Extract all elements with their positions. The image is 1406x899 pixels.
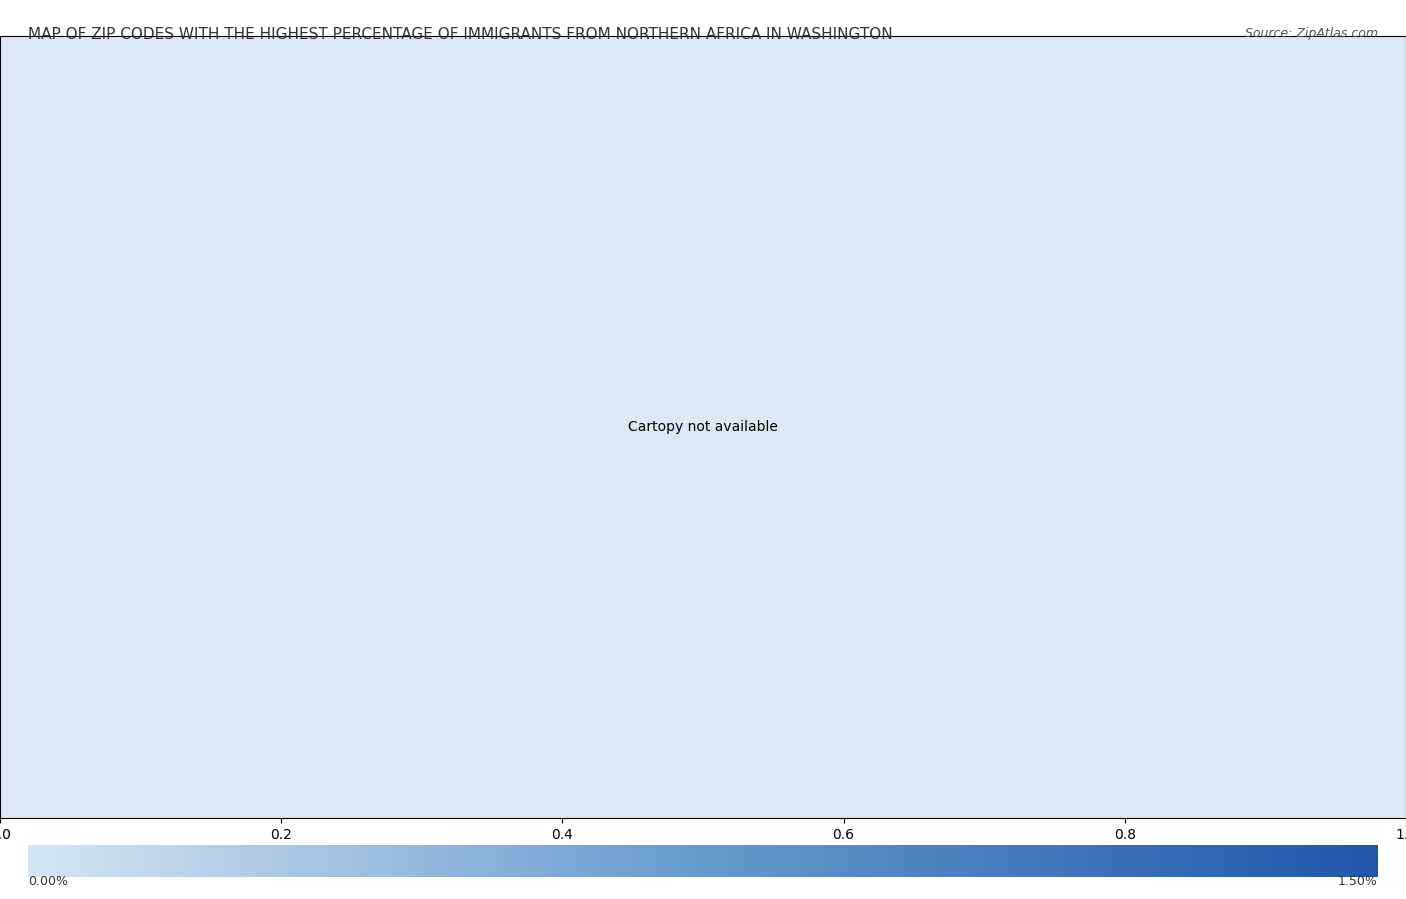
Text: 1.50%: 1.50% bbox=[1339, 876, 1378, 888]
Text: MAP OF ZIP CODES WITH THE HIGHEST PERCENTAGE OF IMMIGRANTS FROM NORTHERN AFRICA : MAP OF ZIP CODES WITH THE HIGHEST PERCEN… bbox=[28, 27, 893, 42]
Text: Cartopy not available: Cartopy not available bbox=[628, 420, 778, 434]
Text: Source: ZipAtlas.com: Source: ZipAtlas.com bbox=[1244, 27, 1378, 40]
Text: 0.00%: 0.00% bbox=[28, 876, 67, 888]
